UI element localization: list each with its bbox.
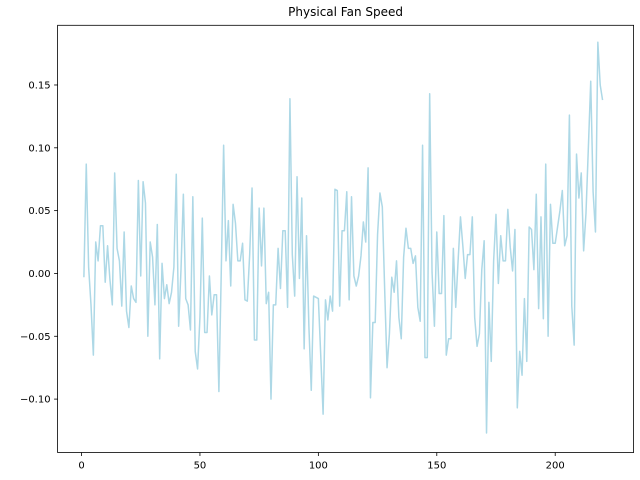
x-tick-label: 100 xyxy=(309,461,328,472)
axes-frame xyxy=(57,24,634,453)
y-axis: −0.10 −0.05 0.00 0.05 0.10 0.15 xyxy=(20,80,58,406)
y-tick-label: 0.00 xyxy=(28,269,50,280)
chart-title: Physical Fan Speed xyxy=(288,5,403,19)
x-axis: 0 50 100 150 200 xyxy=(78,452,565,472)
x-tick-label: 0 xyxy=(78,461,84,472)
x-tick-label: 50 xyxy=(194,461,207,472)
y-tick-label: −0.10 xyxy=(20,395,51,406)
series-line-0 xyxy=(83,41,604,434)
x-tick-label: 200 xyxy=(546,461,565,472)
y-tick-label: 0.10 xyxy=(28,143,50,154)
plot-area xyxy=(83,41,604,434)
y-tick-label: 0.05 xyxy=(28,206,50,217)
y-tick-label: −0.05 xyxy=(20,332,51,343)
x-tick-label: 150 xyxy=(427,461,446,472)
y-tick-label: 0.15 xyxy=(28,80,50,91)
